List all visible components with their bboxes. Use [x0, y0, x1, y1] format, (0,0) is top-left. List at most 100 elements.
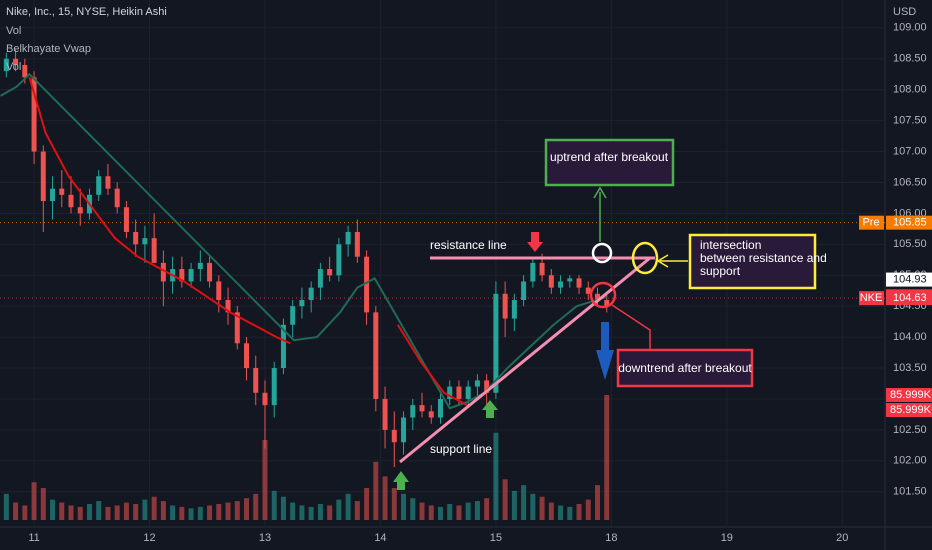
volume-bar — [567, 506, 573, 520]
annotation-box — [688, 233, 817, 290]
candle-body — [234, 312, 240, 344]
volume-bar — [502, 479, 508, 520]
candle-body — [244, 343, 250, 369]
volume-bar — [96, 501, 102, 520]
candle-body — [151, 238, 157, 263]
volume-tag — [886, 388, 932, 403]
candle-body — [13, 58, 19, 65]
x-tick-label: 13 — [259, 532, 271, 544]
candle-body — [419, 405, 425, 412]
volume-bar — [207, 505, 213, 520]
volume-bar — [290, 502, 296, 520]
candle-body — [253, 368, 259, 393]
annotation-box — [616, 348, 754, 388]
arrow — [482, 400, 498, 418]
volume-bar — [585, 499, 591, 520]
candle-body — [382, 398, 388, 430]
price-tag — [886, 215, 932, 230]
arrow-head — [656, 254, 669, 268]
volume-bar — [133, 504, 139, 520]
volume-bar — [391, 488, 397, 520]
candle-body — [207, 262, 213, 282]
volume-bar — [317, 504, 323, 520]
volume-bar — [105, 506, 111, 520]
candle-body — [373, 312, 379, 399]
volume-bar — [234, 501, 240, 520]
volume-bar — [3, 493, 9, 520]
annotation-text: resistance line — [430, 238, 507, 252]
candle-body — [271, 368, 277, 406]
price-tag-label: 104.63 — [893, 292, 927, 304]
volume-bar — [225, 502, 231, 520]
arrow — [527, 232, 543, 252]
volume-bar — [271, 490, 277, 520]
candle-body — [410, 405, 416, 418]
candle-body — [502, 293, 508, 319]
candle-body — [262, 392, 268, 406]
volume-bar — [382, 476, 388, 520]
volume-bar — [428, 505, 434, 520]
circle — [631, 241, 659, 275]
price-tag-name: Pre — [862, 217, 879, 229]
volume-bar — [308, 506, 314, 520]
volume-bar — [437, 506, 443, 520]
legend-entry: Vol — [6, 25, 21, 37]
volume-bar — [484, 498, 490, 520]
volume-bar — [160, 501, 166, 520]
candle-body — [437, 398, 443, 418]
volume-bar — [262, 440, 268, 520]
volume-bar — [336, 499, 342, 520]
x-tick-label: 12 — [143, 532, 155, 544]
volume-bar — [447, 504, 453, 520]
circle — [591, 242, 613, 264]
volume-bar — [493, 432, 499, 520]
volume-bar — [604, 395, 610, 520]
candle-body — [160, 262, 166, 282]
volume-bar — [77, 506, 83, 520]
candle-body — [530, 262, 536, 282]
arrow — [393, 471, 409, 490]
annotation-text: downtrend after breakout — [618, 361, 752, 375]
candle-body — [336, 244, 342, 276]
candle-body — [474, 380, 480, 387]
volume-bar — [539, 496, 545, 520]
candle-body — [558, 281, 564, 288]
volume-bar — [530, 493, 536, 520]
y-tick-label: 109.00 — [893, 22, 927, 34]
legend-entry: Vol — [6, 61, 21, 73]
candle-body — [428, 411, 434, 418]
volume-bar — [40, 488, 46, 520]
price-tag — [859, 215, 884, 230]
arrow-head — [596, 350, 614, 380]
candle-body — [31, 77, 37, 152]
x-tick-label: 11 — [28, 532, 39, 544]
candle-body — [391, 429, 397, 443]
volume-bar — [170, 505, 176, 520]
candle-body — [179, 269, 185, 282]
candle-body — [123, 207, 129, 232]
candle-body — [484, 380, 490, 393]
candle-body — [114, 188, 120, 208]
candle-body — [585, 287, 591, 294]
y-tick-label: 102.00 — [893, 455, 927, 467]
volume-bar — [299, 505, 305, 520]
candle-body — [456, 386, 462, 399]
candle-body — [521, 281, 527, 300]
volume-bar — [576, 504, 582, 520]
candle-body — [567, 278, 573, 282]
y-tick-label: 104.00 — [893, 331, 927, 343]
y-tick-label: 108.50 — [893, 53, 927, 65]
candle-body — [188, 269, 194, 282]
y-tick-label: 108.00 — [893, 84, 927, 96]
candle-body — [299, 299, 305, 307]
volume-bar — [419, 502, 425, 520]
candle-body — [3, 58, 9, 72]
candle-body — [327, 269, 333, 276]
x-tick-label: 14 — [374, 532, 386, 544]
legend-title: Nike, Inc., 15, NYSE, Heikin Ashi — [6, 6, 167, 18]
candle-body — [595, 293, 601, 300]
volume-bar — [22, 505, 28, 520]
volume-tag — [886, 403, 932, 418]
support-trend-line — [399, 256, 651, 464]
